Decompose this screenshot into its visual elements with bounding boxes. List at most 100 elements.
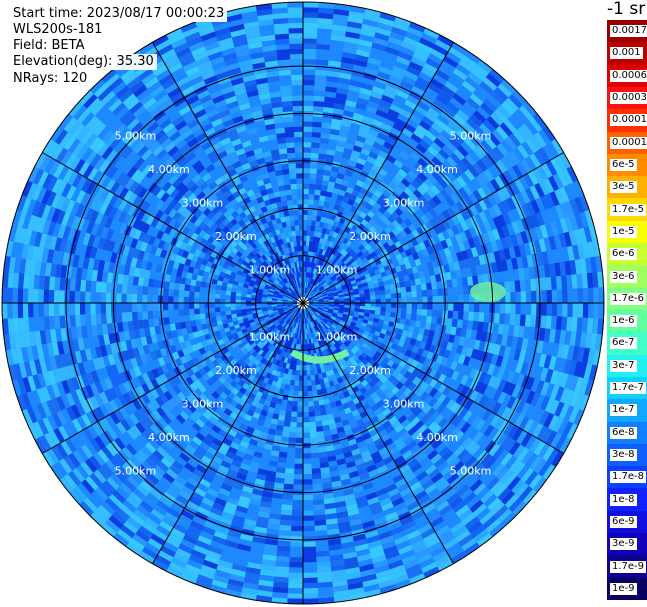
gate-cell <box>435 241 444 251</box>
gate-cell <box>390 288 396 294</box>
gate-cell <box>375 303 381 308</box>
gate-cell <box>401 308 407 314</box>
gate-cell <box>446 121 460 134</box>
gate-cell <box>503 247 512 260</box>
gate-cell <box>303 2 319 8</box>
gate-cell <box>388 150 400 160</box>
gate-cell <box>567 288 573 303</box>
gate-cell <box>357 130 369 139</box>
gate-cell <box>323 201 330 208</box>
gate-cell <box>485 181 497 195</box>
gate-cell <box>546 289 553 303</box>
gate-cell <box>314 80 327 87</box>
gate-cell <box>374 137 386 146</box>
gate-cell <box>380 298 387 303</box>
gate-cell <box>406 267 414 275</box>
gate-cell <box>517 144 530 159</box>
gate-cell <box>310 291 315 297</box>
gate-cell <box>309 173 317 180</box>
gate-cell <box>344 303 350 306</box>
gate-cell <box>485 73 501 88</box>
gate-cell <box>376 198 385 207</box>
gate-cell <box>482 119 496 133</box>
gate-cell <box>303 567 318 573</box>
gate-cell <box>292 499 303 506</box>
gate-cell <box>309 284 313 290</box>
gate-cell <box>445 271 452 281</box>
gate-cell <box>358 92 371 101</box>
gate-cell <box>366 133 377 142</box>
gate-cell <box>354 303 361 306</box>
gate-cell <box>331 255 337 262</box>
gate-cell <box>399 221 408 230</box>
gate-cell <box>378 245 386 253</box>
gate-cell <box>333 204 341 211</box>
gate-cell <box>449 193 460 205</box>
gate-cell <box>416 290 423 298</box>
gate-cell <box>558 233 567 248</box>
gate-cell <box>385 289 391 295</box>
gate-cell <box>387 223 396 232</box>
gate-cell <box>369 291 376 296</box>
gate-cell <box>422 296 428 303</box>
gate-cell <box>303 105 314 112</box>
gate-cell <box>453 294 459 303</box>
gate-cell <box>501 199 512 213</box>
gate-cell <box>421 248 429 257</box>
gate-cell <box>324 269 330 275</box>
gate-cell <box>484 152 497 166</box>
gate-cell <box>427 296 433 303</box>
gate-cell <box>449 97 464 110</box>
gate-cell <box>312 273 316 280</box>
gate-cell <box>386 274 394 281</box>
gate-cell <box>383 265 391 272</box>
gate-cell <box>293 484 303 490</box>
gate-cell <box>317 23 333 30</box>
gate-cell <box>391 298 397 303</box>
gate-cell <box>376 22 393 32</box>
gate-cell <box>353 59 368 68</box>
gate-cell <box>490 178 501 192</box>
gate-cell <box>446 318 453 327</box>
gate-cell <box>400 191 410 201</box>
gate-cell <box>462 184 473 196</box>
gate-cell <box>317 259 322 266</box>
gate-cell <box>284 415 292 422</box>
gate-cell <box>368 218 376 226</box>
gate-cell <box>311 293 317 298</box>
gate-cell <box>394 207 404 217</box>
gate-cell <box>551 139 564 156</box>
gate-cell <box>310 452 320 459</box>
gate-cell <box>398 276 405 283</box>
gate-cell <box>327 265 333 271</box>
gate-cell <box>305 277 308 283</box>
gate-cell <box>316 49 330 56</box>
gate-cell <box>404 173 415 184</box>
gate-cell <box>306 225 312 231</box>
gate-cell <box>331 288 337 292</box>
gate-cell <box>362 233 370 241</box>
gate-cell <box>335 199 343 207</box>
gate-cell <box>189 314 196 321</box>
gate-cell <box>303 7 319 13</box>
gate-cell <box>303 235 307 241</box>
gate-cell <box>492 216 502 229</box>
gate-cell <box>351 245 359 252</box>
gate-cell <box>378 267 386 274</box>
gate-cell <box>290 416 298 423</box>
gate-cell <box>321 227 328 234</box>
gate-cell <box>332 13 349 22</box>
gate-cell <box>359 125 370 134</box>
gate-cell <box>448 262 456 272</box>
gate-cell <box>303 437 311 444</box>
gate-cell <box>355 49 371 58</box>
gate-cell <box>320 132 330 139</box>
gate-cell <box>450 42 467 55</box>
gate-cell <box>356 44 372 53</box>
gate-cell <box>572 303 579 318</box>
gate-cell <box>323 306 329 309</box>
gate-cell <box>153 318 160 327</box>
gate-cell <box>438 249 447 259</box>
gate-cell <box>354 247 361 255</box>
gate-cell <box>463 294 470 303</box>
